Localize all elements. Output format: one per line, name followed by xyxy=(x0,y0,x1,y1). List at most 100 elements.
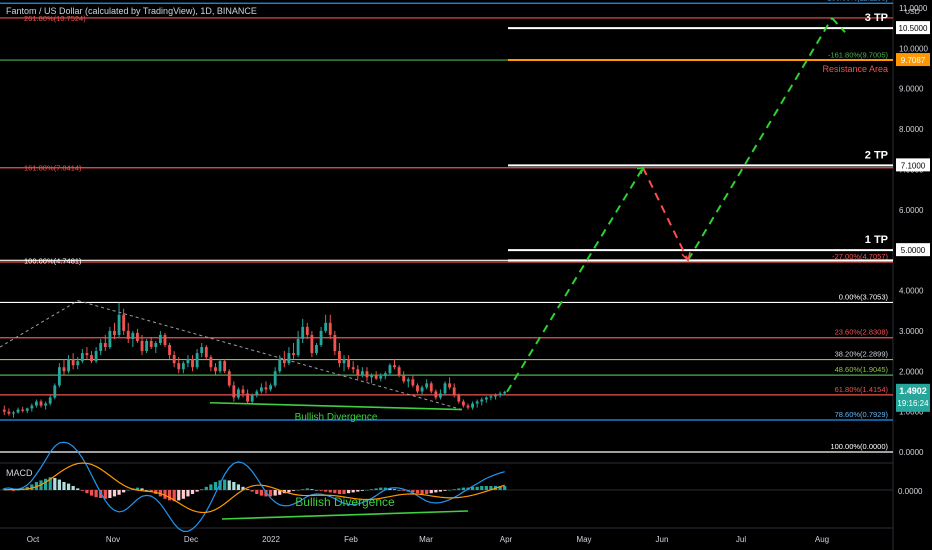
price-tag xyxy=(896,53,930,67)
candle xyxy=(347,359,351,368)
candle xyxy=(30,405,34,409)
candle xyxy=(209,357,213,368)
macd-histogram-bar xyxy=(296,490,300,491)
candle xyxy=(328,322,332,335)
candle xyxy=(503,391,507,394)
macd-bullish-divergence-label: Bullish Divergence xyxy=(295,495,395,509)
fib-level-label: 200.00%(11.1153) xyxy=(827,0,888,2)
macd-histogram-bar xyxy=(62,482,66,490)
macd-histogram-bar xyxy=(273,490,277,496)
candle xyxy=(16,409,20,413)
projection-end xyxy=(831,17,846,33)
macd-histogram-bar xyxy=(89,490,94,496)
macd-histogram-bar xyxy=(425,490,429,494)
macd-axis-label: 0.0000 xyxy=(898,487,923,496)
macd-histogram-bar xyxy=(246,489,250,490)
macd-histogram-bar xyxy=(374,488,378,490)
macd-histogram-bar xyxy=(452,489,456,490)
projection-up-2 xyxy=(687,17,833,261)
divergence-line xyxy=(209,401,463,411)
candle xyxy=(218,361,222,372)
macd-histogram-bar xyxy=(379,487,383,490)
candle xyxy=(232,385,236,398)
fib-level-label: 100.00%(0.0000) xyxy=(830,442,888,451)
candle xyxy=(411,379,415,386)
macd-histogram-bar xyxy=(30,484,34,490)
fib-level-label: -161.80%(9.7005) xyxy=(828,50,889,59)
macd-histogram-bar xyxy=(172,490,176,502)
macd-histogram-bar xyxy=(99,490,103,498)
macd-histogram-bar xyxy=(227,480,231,490)
macd-histogram-bar xyxy=(48,477,52,490)
y-tick-label: 0.0000 xyxy=(899,448,924,457)
candle xyxy=(305,326,309,335)
candle xyxy=(342,359,346,364)
candle xyxy=(466,405,470,408)
candle xyxy=(296,338,300,356)
candle xyxy=(117,314,121,335)
macd-histogram-bar xyxy=(291,490,296,491)
candle xyxy=(246,393,250,402)
candle xyxy=(319,330,323,346)
candle xyxy=(241,389,245,394)
candle xyxy=(273,371,277,386)
candle xyxy=(108,330,112,348)
macd-histogram-bar xyxy=(388,488,392,490)
candle xyxy=(48,397,52,404)
macd-histogram-bar xyxy=(85,490,89,494)
macd-histogram-bar xyxy=(181,490,185,499)
target-label: 2 TP xyxy=(865,149,888,161)
fib-level-label: 48.60%(1.9045) xyxy=(835,365,889,374)
candle xyxy=(237,389,240,398)
candle xyxy=(434,391,438,398)
macd-histogram-bar xyxy=(278,490,282,495)
candle xyxy=(149,340,153,348)
macd-histogram-bar xyxy=(480,486,484,490)
macd-histogram-bar xyxy=(342,490,346,494)
candle xyxy=(2,409,6,412)
macd-histogram-bar xyxy=(310,489,314,490)
fib-level-label: 38.20%(2.2899) xyxy=(835,350,889,359)
candle xyxy=(406,379,410,382)
macd-histogram-bar xyxy=(420,490,424,494)
candle xyxy=(195,353,199,368)
candle xyxy=(292,353,295,356)
projection-arrowhead xyxy=(636,166,645,175)
candle xyxy=(250,395,254,402)
candle xyxy=(457,395,461,402)
macd-histogram-bar xyxy=(484,486,488,490)
candle xyxy=(76,361,80,366)
candle xyxy=(154,343,158,348)
macd-histogram-bar xyxy=(209,484,213,490)
y-tick-label: 4.0000 xyxy=(899,287,924,296)
fib-level-label: 161.80%(7.0414) xyxy=(24,164,82,173)
macd-histogram-bar xyxy=(429,490,433,494)
macd-histogram-bar xyxy=(461,487,465,490)
fib-level-label: 23.60%(2.8308) xyxy=(835,328,889,337)
macd-histogram-bar xyxy=(80,490,84,491)
macd-histogram-bar xyxy=(76,488,80,490)
x-tick-label: Jun xyxy=(656,535,669,544)
candle xyxy=(393,365,396,368)
candle xyxy=(227,371,231,386)
candle xyxy=(338,351,341,364)
macd-histogram-bar xyxy=(195,490,199,492)
candle xyxy=(103,343,107,348)
macd-histogram-bar xyxy=(415,490,420,494)
macd-histogram-bar xyxy=(241,486,245,490)
macd-histogram-bar xyxy=(213,482,218,490)
candle xyxy=(379,376,383,379)
fib-level-label: 261.80%(10.7524) xyxy=(24,14,86,23)
y-tick-label: 10.0000 xyxy=(899,44,928,53)
candle xyxy=(90,355,93,362)
candle xyxy=(145,340,149,352)
candle xyxy=(259,387,263,392)
macd-histogram-bar xyxy=(259,490,263,496)
candle xyxy=(126,330,130,339)
x-tick-label: Dec xyxy=(184,535,198,544)
candle xyxy=(471,403,474,408)
candle xyxy=(351,367,355,370)
candle xyxy=(264,387,268,390)
macd-histogram-bar xyxy=(314,490,319,491)
